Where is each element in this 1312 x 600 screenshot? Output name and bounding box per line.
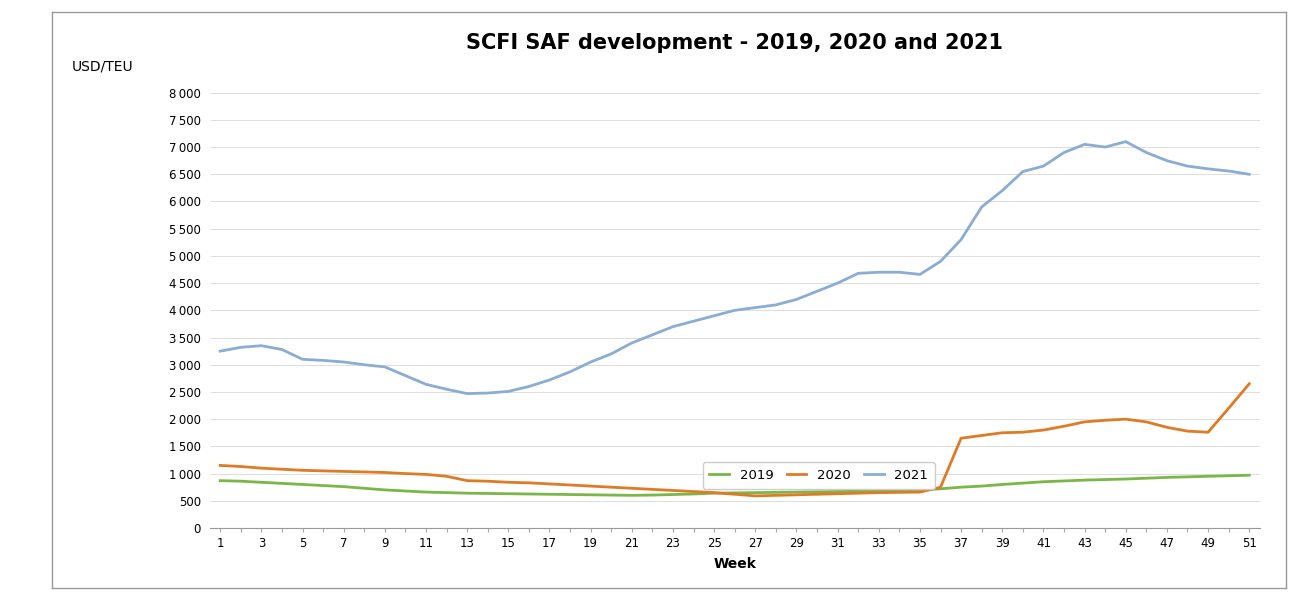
2021 [542, 376, 558, 383]
2019 [1220, 472, 1236, 479]
Text: USD/TEU: USD/TEU [72, 60, 134, 74]
Line: 2021: 2021 [220, 142, 1249, 394]
X-axis label: Week: Week [714, 557, 756, 571]
Line: 2020: 2020 [220, 384, 1249, 496]
2021 [1220, 167, 1236, 175]
2020 [912, 488, 928, 496]
2019 [542, 491, 558, 498]
2020 [542, 481, 558, 488]
2019 [974, 482, 989, 490]
2021 [912, 271, 928, 278]
2021 [438, 386, 454, 393]
2020 [1220, 404, 1236, 412]
Legend: 2019, 2020, 2021: 2019, 2020, 2021 [703, 463, 934, 488]
2020 [213, 462, 228, 469]
2020 [974, 432, 989, 439]
2019 [213, 477, 228, 484]
2020 [438, 473, 454, 480]
2019 [625, 492, 640, 499]
2019 [521, 490, 537, 497]
2020 [1241, 380, 1257, 388]
2021 [974, 203, 989, 211]
2021 [213, 347, 228, 355]
2020 [748, 492, 764, 499]
Title: SCFI SAF development - 2019, 2020 and 2021: SCFI SAF development - 2019, 2020 and 20… [466, 33, 1004, 53]
2021 [1118, 138, 1134, 145]
2019 [912, 487, 928, 494]
2021 [459, 390, 475, 397]
2019 [1241, 472, 1257, 479]
2020 [521, 479, 537, 487]
2019 [438, 489, 454, 496]
2021 [563, 368, 579, 376]
2021 [1241, 170, 1257, 178]
Line: 2019: 2019 [220, 475, 1249, 496]
